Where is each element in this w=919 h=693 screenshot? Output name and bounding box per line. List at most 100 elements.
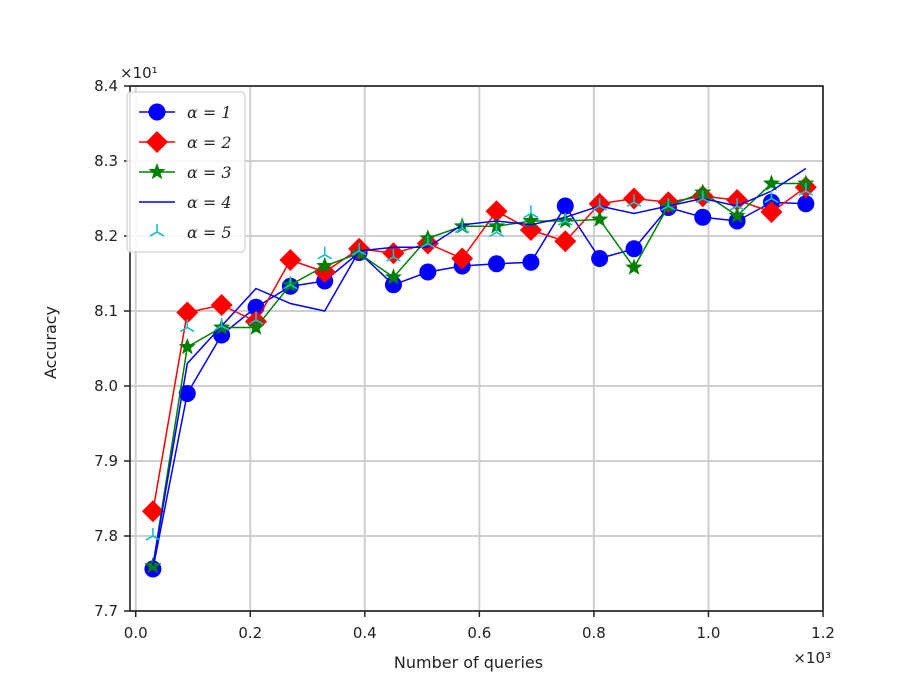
tri-marker <box>420 242 429 249</box>
legend-entry: α = 5 <box>149 223 232 242</box>
star-marker <box>178 338 196 355</box>
circle-marker <box>728 212 746 230</box>
series-layer <box>141 167 817 578</box>
tri-marker <box>798 190 807 196</box>
tri-marker <box>702 197 711 204</box>
x-tick-label: 0.0 <box>124 624 148 642</box>
tri-marker <box>386 256 394 262</box>
tri-marker <box>633 201 642 207</box>
tri-marker <box>283 284 291 290</box>
ticks-layer: 0.0 0.2 0.4 0.6 0.8 1.0 1.2 7.7 7.8 7.9 8.0 8.1 8.2 8… <box>94 77 835 642</box>
diamond-marker <box>485 200 508 223</box>
x-tick-label: 0.2 <box>238 624 262 642</box>
tri-marker <box>496 231 504 237</box>
x-axis-label: Number of queries <box>394 653 543 672</box>
tri-marker <box>317 254 326 260</box>
y-tick-label: 8.1 <box>94 302 118 320</box>
star-marker <box>625 258 643 275</box>
y-tick-label: 8.2 <box>94 227 118 245</box>
axes-frame <box>129 85 824 612</box>
legend-label: α = 4 <box>187 193 232 212</box>
y-tick-label: 7.7 <box>94 602 118 620</box>
circle-marker <box>419 263 437 281</box>
tri-marker <box>214 325 223 331</box>
tri-marker <box>152 535 161 541</box>
tri-marker <box>156 231 165 237</box>
diamond-marker <box>451 247 474 270</box>
tri-marker <box>805 190 814 196</box>
tri-marker <box>461 227 470 234</box>
tri-marker <box>489 231 497 237</box>
series-5 <box>145 183 814 541</box>
y-tick-label: 8.3 <box>94 152 118 170</box>
diamond-marker <box>279 249 302 271</box>
x-tick-label: 0.8 <box>582 624 606 642</box>
legend-label: α = 3 <box>187 163 232 182</box>
star-marker <box>384 268 402 285</box>
tri-marker <box>667 205 676 211</box>
x-offset-label: ×10³ <box>793 649 831 667</box>
diamond-marker <box>176 301 199 324</box>
tri-marker <box>661 205 669 211</box>
tri-marker <box>149 231 158 237</box>
legend-label: α = 5 <box>187 223 232 242</box>
star-marker <box>522 212 540 229</box>
tri-marker <box>764 197 772 204</box>
legend-entry: α = 4 <box>139 193 232 212</box>
tri-marker <box>186 326 195 333</box>
tri-marker <box>557 220 566 226</box>
circle-marker <box>522 253 540 271</box>
tri-marker <box>358 250 367 256</box>
y-axis-label: Accuracy <box>41 306 60 379</box>
tri-marker <box>248 319 257 325</box>
legend-entry: α = 3 <box>139 163 232 182</box>
tri-marker <box>145 535 154 541</box>
grid-layer <box>130 85 824 612</box>
tri-marker <box>324 254 333 260</box>
circle-marker <box>247 298 265 316</box>
tri-marker <box>179 326 188 333</box>
x-tick-label: 1.0 <box>697 624 721 642</box>
circle-marker <box>625 240 643 258</box>
tri-marker <box>599 205 607 211</box>
legend: α = 1 α = 2 α = 3 α = 4 α = 5 <box>126 91 246 253</box>
series-4 <box>152 167 807 567</box>
diamond-marker <box>141 500 164 523</box>
legend-entry: α = 1 <box>139 103 232 122</box>
y-tick-label: 7.9 <box>94 452 118 470</box>
legend-label: α = 1 <box>187 103 232 122</box>
x-tick-label: 1.2 <box>811 624 835 642</box>
tri-marker <box>736 205 745 211</box>
series-line <box>152 167 807 567</box>
circle-marker <box>694 208 712 226</box>
legend-entry: α = 2 <box>139 131 232 153</box>
tri-marker <box>221 325 229 331</box>
tri-marker <box>695 197 704 204</box>
y-tick-label: 8.4 <box>94 77 118 95</box>
circle-marker <box>488 255 506 273</box>
y-tick-label: 8.0 <box>94 377 118 395</box>
tri-marker <box>289 284 298 290</box>
circle-marker <box>384 276 402 294</box>
tri-marker <box>530 212 539 219</box>
star-marker <box>797 174 815 191</box>
star-marker <box>247 318 265 335</box>
y-offset-label: ×10¹ <box>120 64 158 82</box>
circle-marker <box>591 250 609 267</box>
tri-marker <box>564 220 573 226</box>
series-2 <box>141 176 817 523</box>
circle-marker <box>556 197 574 215</box>
x-tick-label: 0.6 <box>467 624 491 642</box>
legend-label: α = 2 <box>187 133 232 152</box>
diamond-marker <box>313 261 336 283</box>
diamond-marker <box>210 294 233 316</box>
tri-marker <box>351 250 360 256</box>
tri-marker <box>523 212 532 219</box>
series-line <box>152 182 806 567</box>
diamond-marker <box>554 230 577 253</box>
circle-marker <box>148 103 166 121</box>
diamond-marker <box>760 201 783 223</box>
x-tick-label: 0.4 <box>353 624 377 642</box>
y-tick-label: 7.8 <box>94 527 118 545</box>
